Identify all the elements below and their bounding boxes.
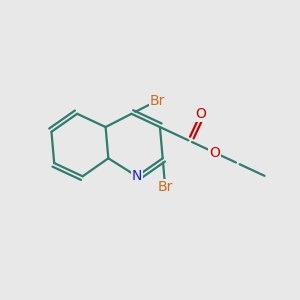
Text: Br: Br [149, 94, 165, 108]
Text: N: N [132, 169, 142, 183]
Text: Br: Br [158, 180, 173, 194]
Text: O: O [195, 107, 206, 121]
Text: O: O [209, 146, 220, 160]
